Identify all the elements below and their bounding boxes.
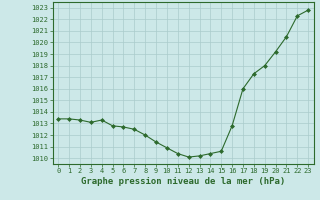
- X-axis label: Graphe pression niveau de la mer (hPa): Graphe pression niveau de la mer (hPa): [81, 177, 285, 186]
